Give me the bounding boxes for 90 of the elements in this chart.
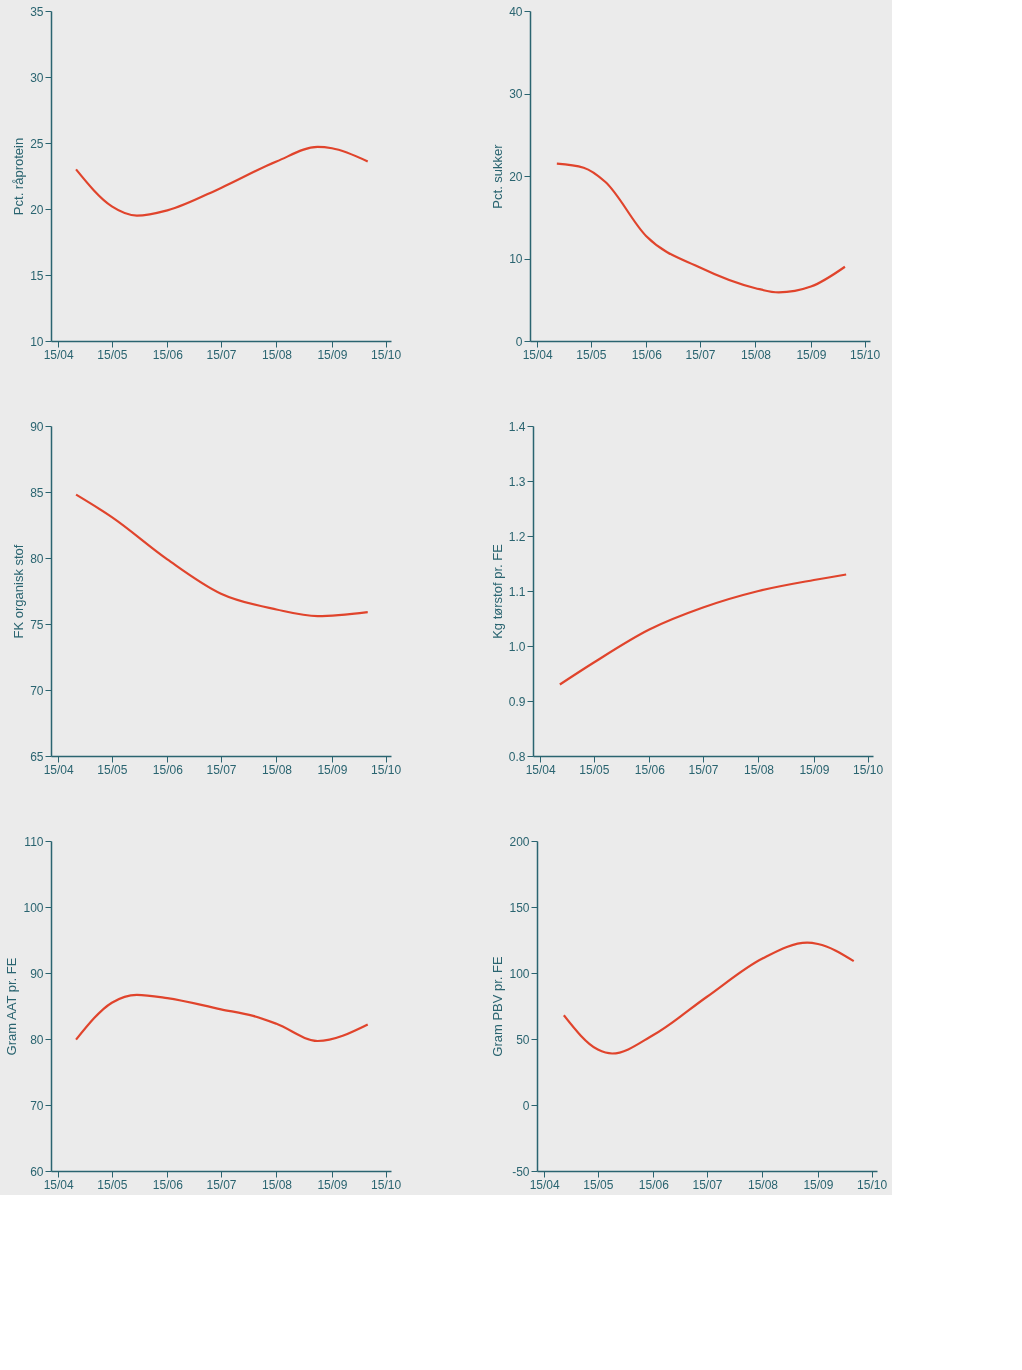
x-tick-label: 15/09 bbox=[317, 347, 348, 362]
x-tick-label: 15/09 bbox=[796, 347, 827, 362]
y-tick-label: 30 bbox=[509, 87, 523, 101]
y-axis-title: Pct. råprotein bbox=[11, 137, 27, 216]
x-tick-label: 15/08 bbox=[743, 762, 775, 777]
x-tick-label: 15/08 bbox=[261, 347, 293, 362]
y-tick-label: 10 bbox=[509, 252, 523, 266]
y-tick-label: 0.9 bbox=[508, 694, 526, 709]
x-tick-label: 15/05 bbox=[97, 762, 128, 777]
y-tick-label: 70 bbox=[30, 683, 44, 698]
x-tick-label: 15/08 bbox=[261, 762, 293, 777]
x-tick-label: 15/05 bbox=[97, 347, 128, 362]
y-tick-label: 40 bbox=[509, 4, 523, 19]
y-axis-title: Gram PBV pr. FE bbox=[490, 955, 506, 1057]
x-tick-label: 15/10 bbox=[371, 762, 402, 777]
y-tick-label: 100 bbox=[23, 900, 44, 915]
y-tick-label: 200 bbox=[509, 834, 530, 849]
y-tick-label: 85 bbox=[30, 485, 44, 500]
x-tick-label: 15/07 bbox=[688, 762, 719, 777]
line-series bbox=[562, 941, 855, 1055]
x-tick-label: 15/09 bbox=[317, 762, 348, 777]
y-tick-label: 0.8 bbox=[508, 749, 526, 764]
x-tick-label: 15/04 bbox=[525, 762, 556, 777]
y-axis-title: Pct. sukker bbox=[490, 143, 506, 209]
y-tick-label: 25 bbox=[30, 136, 44, 151]
y-tick-label: 80 bbox=[30, 1032, 44, 1047]
y-tick-label: 0 bbox=[522, 1098, 530, 1113]
line-series bbox=[74, 493, 369, 618]
y-axis-title: FK organisk stof bbox=[11, 544, 27, 639]
x-tick-label: 15/09 bbox=[803, 1177, 834, 1192]
x-tick-label: 15/06 bbox=[152, 1177, 184, 1192]
y-tick-label: 1.1 bbox=[508, 584, 526, 599]
x-tick-label: 15/10 bbox=[853, 762, 884, 777]
x-tick-label: 15/09 bbox=[317, 1177, 348, 1192]
x-tick-label: 15/06 bbox=[638, 1177, 670, 1192]
line-series bbox=[74, 145, 369, 217]
x-tick-label: 15/06 bbox=[152, 762, 184, 777]
y-tick-label: 1.3 bbox=[508, 474, 526, 489]
y-tick-label: 150 bbox=[509, 900, 530, 915]
y-tick-label: 80 bbox=[30, 551, 44, 566]
y-tick-label: 20 bbox=[509, 169, 523, 184]
x-tick-label: 15/05 bbox=[583, 1177, 614, 1192]
x-tick-label: 15/09 bbox=[799, 762, 830, 777]
y-tick-label: 10 bbox=[30, 334, 44, 349]
x-tick-label: 15/10 bbox=[371, 1177, 402, 1192]
line-series bbox=[74, 993, 369, 1043]
line-series bbox=[555, 162, 847, 294]
y-axis-title: Kg tørstof pr. FE bbox=[489, 543, 505, 639]
x-tick-label: 15/05 bbox=[576, 347, 607, 362]
x-tick-label: 15/04 bbox=[43, 347, 74, 362]
x-tick-label: 15/07 bbox=[206, 347, 237, 362]
x-tick-label: 15/07 bbox=[685, 347, 716, 362]
y-tick-label: 20 bbox=[30, 202, 44, 217]
y-axis-title: Gram AAT pr. FE bbox=[4, 957, 20, 1056]
y-tick-label: 1.2 bbox=[508, 529, 526, 544]
x-tick-label: 15/08 bbox=[740, 347, 772, 362]
x-tick-label: 15/06 bbox=[152, 347, 184, 362]
y-tick-label: 1.0 bbox=[508, 639, 526, 654]
y-tick-label: 1.4 bbox=[508, 419, 526, 434]
x-tick-label: 15/10 bbox=[857, 1177, 888, 1192]
y-tick-label: 60 bbox=[30, 1164, 44, 1179]
y-tick-label: -50 bbox=[512, 1164, 530, 1179]
x-tick-label: 15/06 bbox=[634, 762, 666, 777]
x-tick-label: 15/07 bbox=[692, 1177, 723, 1192]
y-tick-label: 30 bbox=[30, 70, 44, 85]
x-tick-label: 15/10 bbox=[850, 347, 881, 362]
x-tick-label: 15/08 bbox=[747, 1177, 779, 1192]
x-tick-label: 15/05 bbox=[97, 1177, 128, 1192]
y-tick-label: 75 bbox=[30, 617, 44, 632]
y-tick-label: 15 bbox=[30, 268, 44, 283]
y-tick-label: 90 bbox=[30, 419, 44, 434]
x-tick-label: 15/08 bbox=[261, 1177, 293, 1192]
y-tick-label: 0 bbox=[515, 334, 523, 349]
x-tick-label: 15/05 bbox=[579, 762, 610, 777]
y-tick-label: 100 bbox=[509, 966, 530, 981]
y-tick-label: 35 bbox=[30, 4, 44, 19]
x-tick-label: 15/07 bbox=[206, 1177, 237, 1192]
x-tick-label: 15/04 bbox=[43, 762, 74, 777]
x-tick-label: 15/07 bbox=[206, 762, 237, 777]
x-tick-label: 15/04 bbox=[529, 1177, 560, 1192]
x-tick-label: 15/04 bbox=[522, 347, 553, 362]
y-tick-label: 50 bbox=[516, 1032, 530, 1047]
line-series bbox=[558, 573, 848, 686]
y-tick-label: 70 bbox=[30, 1098, 44, 1113]
x-tick-label: 15/06 bbox=[631, 347, 663, 362]
y-tick-label: 110 bbox=[24, 834, 44, 849]
x-tick-label: 15/10 bbox=[371, 347, 402, 362]
y-tick-label: 90 bbox=[30, 966, 44, 981]
y-tick-label: 65 bbox=[30, 749, 44, 764]
x-tick-label: 15/04 bbox=[43, 1177, 74, 1192]
